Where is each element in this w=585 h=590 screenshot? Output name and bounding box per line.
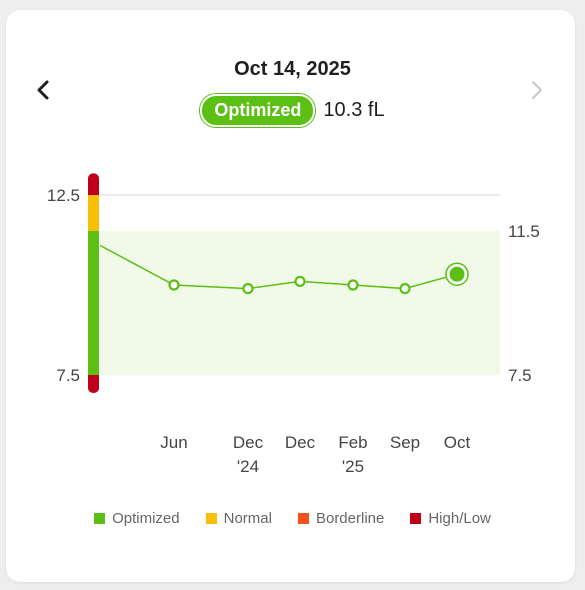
x-tick-label: Feb (338, 433, 367, 452)
legend-swatch (94, 513, 106, 524)
legend-swatch (297, 513, 309, 524)
data-point (294, 275, 306, 287)
legend: Optimized Normal Borderline High/Low (0, 510, 585, 527)
y-tick-right: 7.5 (508, 366, 532, 385)
scale-bar-highlow (88, 375, 99, 393)
legend-label: High/Low (428, 510, 491, 527)
x-tick-year: '24 (237, 457, 259, 476)
data-point (399, 283, 411, 295)
status-badge: Optimized (200, 94, 316, 127)
legend-item: Normal (205, 510, 272, 527)
y-tick-right: 11.5 (508, 222, 540, 241)
chevron-right-icon[interactable] (522, 76, 550, 104)
legend-label: Optimized (112, 510, 180, 527)
legend-label: Borderline (315, 510, 385, 527)
trend-chart: 12.5 7.5 11.5 7.5 Jun Dec '24 Dec Feb '25 Sep Oct (47, 173, 540, 476)
x-tick-label: Sep (390, 433, 420, 452)
legend-item: Optimized (94, 510, 180, 527)
legend-item: High/Low (410, 510, 491, 527)
data-point (168, 279, 180, 291)
optimized-band (100, 231, 500, 375)
x-tick-label: Oct (444, 433, 471, 452)
legend-swatch (410, 513, 422, 524)
x-tick-label: Dec (233, 433, 264, 452)
x-tick-label: Jun (160, 433, 187, 452)
y-tick-left: 12.5 (47, 186, 80, 205)
x-tick-year: '25 (342, 457, 364, 476)
scale-bar-cap (88, 191, 99, 195)
legend-item: Borderline (297, 510, 385, 527)
scale-bar-cap (88, 375, 99, 379)
data-point (347, 279, 359, 291)
data-point (242, 283, 254, 295)
y-tick-left: 7.5 (56, 366, 80, 385)
selected-date: Oct 14, 2025 (234, 58, 351, 80)
legend-swatch (205, 513, 217, 524)
scale-bar-highlow (88, 173, 99, 195)
x-tick-label: Dec (285, 433, 316, 452)
selected-data-point (449, 266, 465, 282)
scale-bar-optimized (88, 231, 99, 375)
chevron-left-icon[interactable] (30, 76, 58, 104)
legend-label: Normal (223, 510, 272, 527)
scale-bar-normal (88, 195, 99, 231)
status-row: Optimized 10.3 fL (0, 94, 585, 127)
current-value: 10.3 fL (323, 99, 385, 121)
